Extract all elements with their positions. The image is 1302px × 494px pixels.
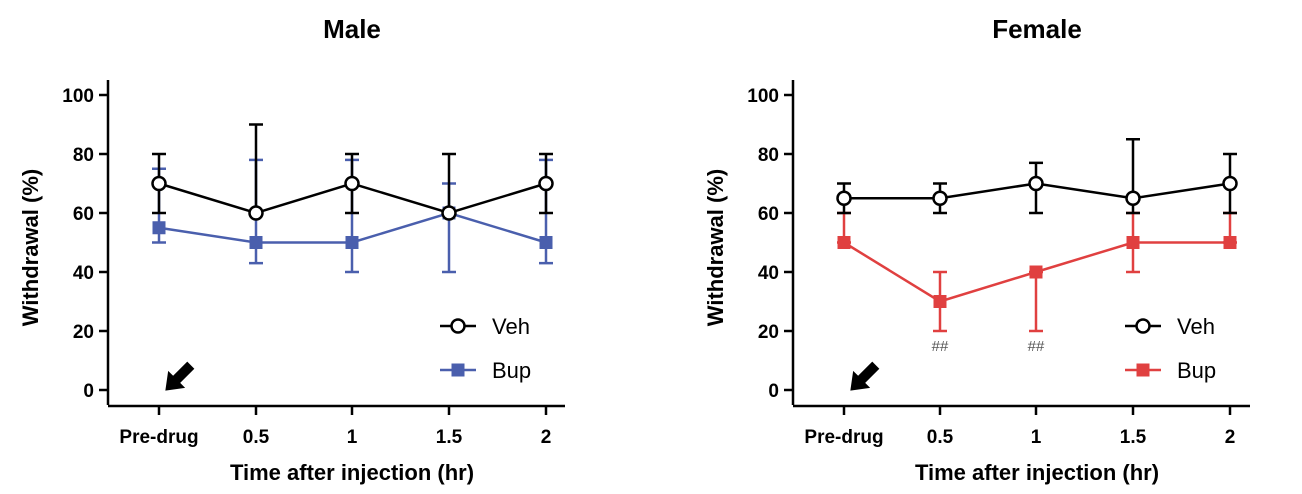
data-point xyxy=(932,190,948,206)
data-point xyxy=(152,221,166,235)
x-axis-title: Time after injection (hr) xyxy=(230,460,474,485)
arrow-shape xyxy=(165,361,195,391)
data-point xyxy=(538,175,554,192)
legend-item-bup: Bup xyxy=(440,358,531,383)
legend-marker xyxy=(451,363,465,377)
data-point xyxy=(441,205,457,221)
legend-marker xyxy=(1136,363,1150,377)
x-tick-label: Pre-drug xyxy=(119,427,198,448)
y-axis-title: Withdrawal (%) xyxy=(18,169,43,326)
data-point xyxy=(1028,175,1044,192)
x-tick-label: 0.5 xyxy=(243,427,270,448)
x-axis-title: Time after injection (hr) xyxy=(915,460,1159,485)
data-point xyxy=(1222,175,1238,192)
panel-title: Male xyxy=(323,14,381,44)
y-tick-label: 100 xyxy=(62,86,94,107)
data-point xyxy=(836,190,852,206)
x-tick-label: 1 xyxy=(1031,427,1042,448)
legend-item-veh: Veh xyxy=(440,314,530,339)
legend-label: Veh xyxy=(1177,314,1215,339)
y-axis-title: Withdrawal (%) xyxy=(703,169,728,326)
y-tick-label: 80 xyxy=(73,145,94,166)
data-point xyxy=(1223,236,1237,249)
x-tick-label: 1.5 xyxy=(436,427,463,448)
x-tick-label: Pre-drug xyxy=(804,427,883,448)
x-tick-label: 2 xyxy=(541,427,552,448)
data-point xyxy=(345,236,359,249)
injection-arrow-icon xyxy=(165,361,195,391)
x-tick-label: 1.5 xyxy=(1120,427,1147,448)
data-point xyxy=(933,295,947,308)
y-tick-label: 40 xyxy=(758,263,779,284)
injection-arrow-icon xyxy=(850,361,880,391)
y-tick-label: 80 xyxy=(758,145,779,166)
legend-label: Bup xyxy=(1177,358,1216,383)
data-point xyxy=(1126,236,1140,249)
arrow-shape xyxy=(850,361,880,391)
data-point xyxy=(539,236,553,249)
data-point xyxy=(151,175,167,192)
female-panel: Female 0 20 40 60 80 100 Withdrawal (%) Pre-drug… xyxy=(703,14,1250,485)
data-point xyxy=(1029,265,1043,279)
x-tick-label: 2 xyxy=(1225,427,1236,448)
y-tick-label: 20 xyxy=(758,322,779,343)
legend-marker xyxy=(1135,318,1151,334)
legend-label: Bup xyxy=(492,358,531,383)
y-tick-label: 20 xyxy=(73,322,94,343)
y-tick-label: 0 xyxy=(768,381,779,402)
legend-item-bup: Bup xyxy=(1125,358,1216,383)
legend-item-veh: Veh xyxy=(1125,314,1215,339)
y-tick-label: 0 xyxy=(83,381,94,402)
x-tick-label: 0.5 xyxy=(927,427,954,448)
x-tick-label: 1 xyxy=(347,427,358,448)
data-point xyxy=(344,175,360,192)
series-veh xyxy=(151,123,554,221)
male-panel: Male 0 20 40 60 80 100 Withdrawal (%) Pre-drug 0.… xyxy=(18,14,565,485)
data-point xyxy=(1125,190,1141,206)
legend-label: Veh xyxy=(492,314,530,339)
y-tick-label: 100 xyxy=(747,86,779,107)
y-tick-label: 40 xyxy=(73,263,94,284)
data-point xyxy=(249,236,263,249)
y-tick-label: 60 xyxy=(758,204,779,225)
significance-annotation: ## xyxy=(932,338,949,355)
panel-title: Female xyxy=(992,14,1082,44)
series-veh xyxy=(836,138,1238,215)
data-point xyxy=(837,236,851,249)
data-point xyxy=(248,205,264,221)
y-tick-label: 60 xyxy=(73,204,94,225)
significance-annotation: ## xyxy=(1028,338,1045,355)
legend-marker xyxy=(450,318,466,334)
